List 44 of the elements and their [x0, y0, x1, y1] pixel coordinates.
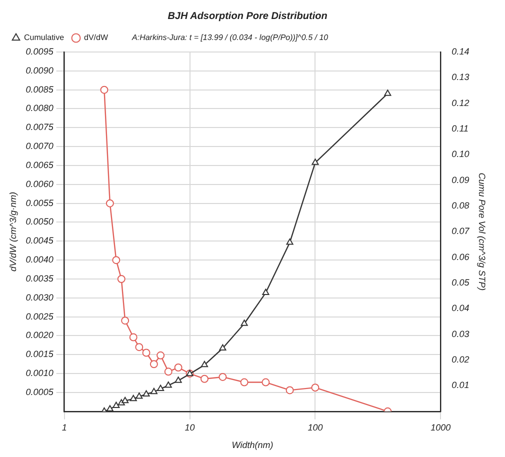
text: A:Harkins-Jura: t = [13.99 / (0.034 - log(P/Po))]^0.5 / 10	[131, 33, 329, 42]
y2-tick-label: 0.09	[452, 174, 470, 185]
y-tick-label: 0.0025	[26, 311, 54, 322]
y-tick-label: 0.0005	[26, 386, 54, 397]
legend-label: dV/dW	[84, 33, 108, 42]
y-axis-title: dV/dW (cm^3/g·nm)	[8, 192, 18, 272]
y2-tick-label: 0.02	[452, 354, 470, 365]
y-tick-label: 0.0010	[26, 368, 54, 378]
x-tick-label: 1	[62, 422, 67, 432]
y2-tick-label: 0.07	[452, 226, 470, 236]
y2-tick-label: 0.01	[452, 380, 470, 390]
y-tick-label: 0.0040	[26, 254, 54, 265]
x-tick-label: 1000	[430, 422, 451, 432]
y2-tick-label: 0.11	[452, 124, 469, 134]
y-tick-label: 0.0065	[26, 160, 54, 170]
y2-tick-label: 0.04	[452, 303, 470, 314]
y2-tick-label: 0.10	[452, 149, 470, 160]
y2-tick-label: 0.13	[452, 72, 470, 82]
y-tick-label: 0.0060	[26, 178, 54, 189]
y2-tick-label: 0.06	[452, 252, 470, 262]
y-tick-label: 0.0015	[26, 349, 54, 360]
y2-axis-title: Cumu Pore Vol (cm^3/g STP)	[477, 172, 488, 291]
y-tick-label: 0.0035	[26, 273, 54, 284]
y-tick-label: 0.0075	[26, 122, 54, 132]
y-tick-label: 0.0055	[26, 198, 54, 208]
y-tick-label: 0.0095	[26, 46, 54, 56]
y-tick-label: 0.0085	[26, 84, 54, 94]
chart-title: BJH Adsorption Pore Distribution	[168, 10, 328, 22]
y2-tick-label: 0.05	[452, 278, 470, 288]
y2-tick-label: 0.03	[452, 328, 470, 339]
legend-label: Cumulative	[24, 33, 65, 42]
y-tick-label: 0.0030	[26, 292, 54, 302]
y-tick-label: 0.0090	[26, 65, 54, 76]
y-tick-label: 0.0080	[26, 103, 54, 114]
y-tick-label: 0.0020	[26, 330, 54, 340]
y2-tick-label: 0.08	[452, 200, 470, 211]
x-tick-label: 100	[308, 422, 323, 432]
y-tick-label: 0.0050	[26, 216, 54, 227]
y-tick-label: 0.0070	[26, 141, 54, 152]
x-tick-label: 10	[184, 422, 195, 432]
y-tick-label: 0.0045	[26, 236, 54, 246]
x-axis-title: Width(nm)	[232, 440, 274, 450]
y2-tick-label: 0.14	[452, 46, 470, 56]
y2-tick-label: 0.12	[452, 98, 470, 108]
